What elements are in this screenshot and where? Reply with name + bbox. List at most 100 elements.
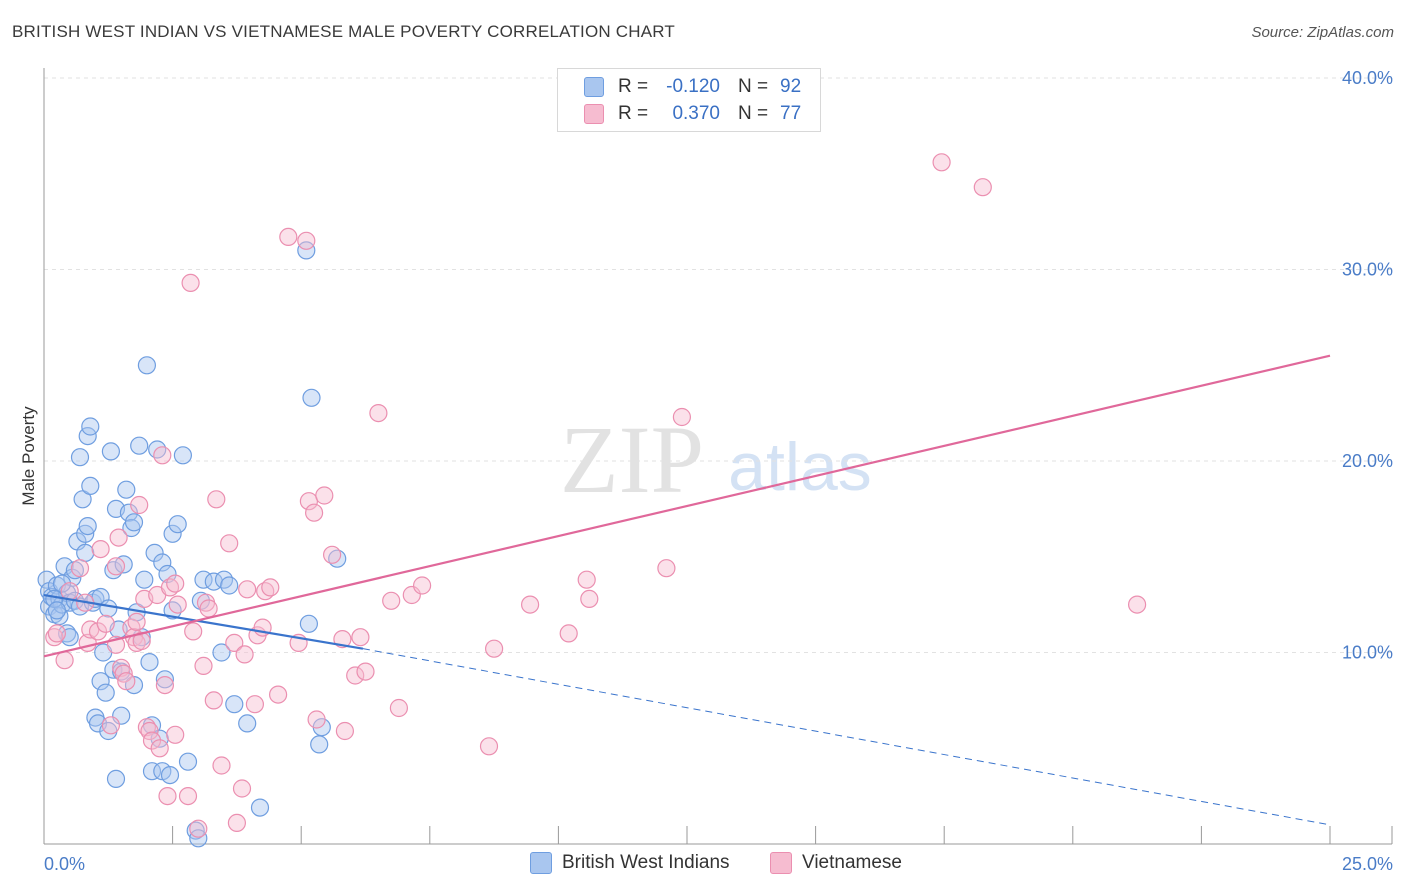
data-point-vietnamese [166, 574, 185, 593]
data-point-british-west-indians [137, 356, 156, 375]
data-point-british-west-indians [163, 601, 182, 620]
data-point-vietnamese [235, 645, 254, 664]
data-point-vietnamese [672, 407, 692, 427]
x-tick-label-max: 25.0% [1342, 854, 1393, 874]
data-point-british-west-indians [119, 503, 138, 522]
data-point-british-west-indians [124, 513, 144, 532]
legend-swatch-pink [584, 104, 604, 124]
legend-swatch-blue [584, 77, 604, 97]
legend-item-vietnamese: Vietnamese [770, 852, 902, 874]
data-point-british-west-indians [155, 670, 174, 689]
data-point-british-west-indians [117, 480, 136, 499]
data-point-vietnamese [155, 675, 174, 695]
data-point-vietnamese [485, 639, 504, 658]
data-point-british-west-indians [299, 614, 318, 633]
data-point-vietnamese [346, 666, 365, 685]
data-point-vietnamese [181, 273, 200, 292]
legend-row-vietnamese: R = 0.370 N = 77 [558, 100, 801, 128]
data-point-vietnamese [189, 819, 208, 838]
trend-line-british-west-indians-extrapolated [362, 648, 1331, 826]
data-point-vietnamese [178, 786, 198, 806]
data-point-british-west-indians [160, 765, 180, 785]
data-point-british-west-indians [238, 714, 257, 733]
data-point-vietnamese [109, 528, 128, 547]
legend-label-british-west-indians: British West Indians [562, 852, 730, 873]
data-point-british-west-indians [214, 570, 234, 589]
data-point-vietnamese [199, 599, 218, 618]
y-tick-label-20: 20.0% [1342, 451, 1393, 471]
legend-item-british-west-indians: British West Indians [530, 852, 730, 874]
x-tick-label-min: 0.0% [44, 854, 85, 874]
data-point-vietnamese [479, 737, 499, 756]
data-point-british-west-indians [112, 662, 131, 681]
data-point-british-west-indians [310, 735, 329, 754]
data-point-vietnamese [225, 633, 244, 653]
data-point-vietnamese [238, 580, 257, 599]
legend-n-value-blue: 92 [780, 76, 802, 97]
data-point-vietnamese [559, 624, 578, 643]
data-point-vietnamese [382, 591, 401, 610]
data-point-british-west-indians [163, 524, 182, 543]
legend-r-label: R = [618, 103, 649, 124]
trend-line-vietnamese [43, 354, 1331, 658]
watermark-atlas: atlas [728, 429, 872, 505]
data-point-vietnamese [580, 589, 599, 609]
data-point-vietnamese [245, 695, 264, 714]
data-point-vietnamese [220, 534, 239, 553]
grid [44, 77, 1392, 653]
data-point-british-west-indians [101, 442, 121, 461]
data-point-vietnamese [150, 739, 169, 758]
legend-n-label: N = [738, 103, 769, 124]
data-point-british-west-indians [173, 446, 192, 465]
data-point-vietnamese [232, 779, 252, 798]
data-point-british-west-indians [297, 241, 316, 260]
data-point-vietnamese [204, 691, 223, 710]
data-point-vietnamese [973, 178, 992, 197]
data-point-vietnamese [335, 721, 354, 741]
data-point-vietnamese [269, 685, 288, 704]
data-point-vietnamese [369, 404, 388, 423]
data-point-vietnamese [279, 227, 298, 246]
axes [43, 68, 1392, 845]
series-british-west-indians [37, 241, 347, 848]
data-point-british-west-indians [81, 417, 100, 436]
legend-r-value-blue: -0.120 [666, 76, 720, 97]
data-point-vietnamese [166, 725, 185, 744]
data-point-vietnamese [55, 651, 74, 670]
data-point-british-west-indians [225, 695, 244, 714]
data-point-vietnamese [194, 656, 213, 676]
data-point-british-west-indians [168, 515, 187, 534]
data-point-vietnamese [356, 662, 375, 681]
data-point-vietnamese [184, 622, 203, 641]
data-point-vietnamese [227, 813, 246, 833]
data-point-british-west-indians [158, 564, 177, 584]
data-point-vietnamese [577, 570, 596, 589]
data-point-vietnamese [158, 786, 177, 806]
data-point-vietnamese [389, 698, 408, 718]
data-point-vietnamese [96, 614, 115, 633]
legend-swatch-pink [770, 852, 792, 874]
data-point-british-west-indians [212, 643, 231, 662]
data-point-vietnamese [657, 559, 676, 578]
data-point-british-west-indians [73, 490, 92, 509]
data-point-vietnamese [351, 628, 370, 647]
data-point-british-west-indians [96, 683, 115, 702]
data-point-british-west-indians [250, 798, 270, 817]
data-point-vietnamese [117, 672, 136, 691]
y-axis-label: Male Poverty [19, 406, 38, 506]
data-point-vietnamese [932, 153, 951, 172]
data-point-british-west-indians [78, 516, 97, 536]
data-point-vietnamese [413, 576, 432, 595]
y-tick-label-10: 10.0% [1342, 643, 1393, 663]
data-point-british-west-indians [189, 829, 208, 848]
data-point-vietnamese [70, 559, 90, 578]
data-point-british-west-indians [148, 440, 167, 459]
source-note: Source: ZipAtlas.com [1251, 24, 1394, 41]
watermark-zip: ZIP [560, 406, 704, 513]
y-tick-label-30: 30.0% [1342, 260, 1393, 280]
data-point-british-west-indians [106, 769, 126, 789]
watermark: ZIP atlas [560, 406, 872, 513]
data-point-vietnamese [520, 595, 540, 614]
data-point-vietnamese [47, 624, 67, 643]
